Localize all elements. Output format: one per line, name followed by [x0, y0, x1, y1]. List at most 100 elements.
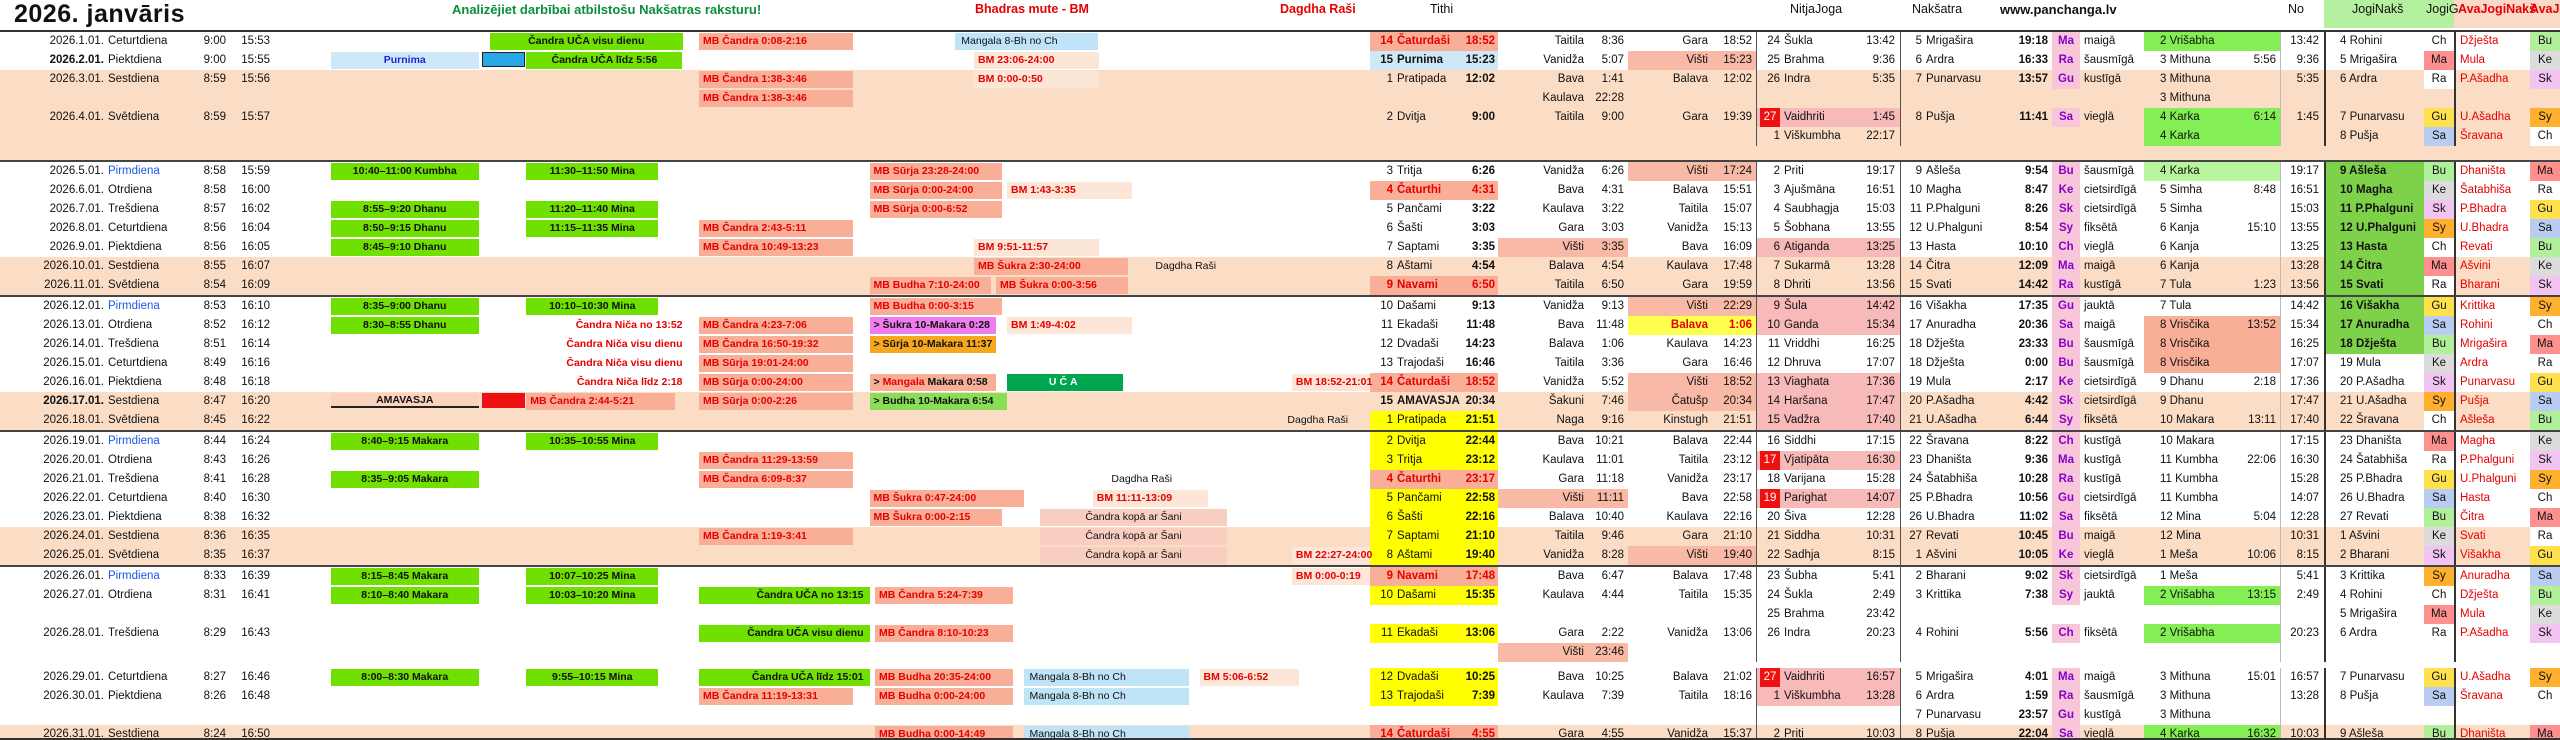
nitjajoga-cell: 26 Indra — [1756, 624, 1858, 643]
sunrise-cell: 8:45 — [203, 414, 226, 426]
events-strip: MB Šukra 0:00-2:15 Čandra kopā ar Šani — [270, 508, 1370, 527]
naksatra-number: 6 — [1915, 690, 1922, 702]
events-strip: MB Čandra 1:19-3:41 Čandra kopā ar Šani — [270, 527, 1370, 546]
sunrise-cell: 8:56 — [203, 241, 226, 253]
weekday-cell: Svētdiena — [108, 111, 160, 123]
karana2-name: Gara — [1682, 357, 1708, 369]
data-lines: 5 Pančami 22:58 Višti 11:11 Bava 22:58 19 Parigh… — [1370, 489, 2560, 508]
naksatra-column-label: Nakšatra — [1912, 2, 1963, 16]
karana1-time: 7:39 — [1601, 690, 1624, 702]
avajogi-graha-badge: Bu — [2530, 238, 2560, 257]
karana1-time: 10:40 — [1595, 511, 1624, 523]
event-chip: > Šukra 10-Makara 0:28 — [869, 317, 996, 334]
events-strip: 8:15–8:45 Makara 10:07–10:25 Mina BM 0:00-… — [270, 567, 1370, 586]
data-lines: 9 Navami 17:48 Bava 6:47 Balava 17:48 23 Šubha 5:… — [1370, 567, 2560, 586]
rasi-time — [2238, 257, 2280, 276]
naksatra-graha: Sk — [2052, 567, 2080, 586]
karana2-name — [1628, 89, 1712, 108]
naksatra-character: vieglā — [2084, 111, 2115, 123]
weekday-cell: Otrdiena — [108, 454, 153, 466]
data-lines: 12 Dvadaši 14:23 Balava 1:06 Kaulava 14:23 11 Vr… — [1370, 335, 2560, 354]
jogi-graha-badge: Sa — [2424, 687, 2454, 706]
no-time: 1:45 — [2280, 108, 2324, 127]
naksatra-graha: Ke — [2052, 373, 2080, 392]
nitjajoga-time: 16:57 — [1858, 668, 1900, 687]
avajogi-naksatra-name: Čitra — [2454, 508, 2530, 527]
event-chip: MB Čandra 1:38-3:46 — [699, 90, 853, 107]
jogi-naksatra-name: 24 Šatabhiša — [2324, 451, 2424, 470]
jogi-naksatra-name: 2 Bharani — [2324, 546, 2424, 565]
tithi-cell: 6 Šašti 3:03 — [1370, 219, 1498, 238]
karana1-name: Višti — [1498, 643, 1588, 662]
nitjajoga-name: Parighat — [1784, 492, 1827, 504]
rasi-name: 4 Karka — [2144, 108, 2238, 127]
no-time: 5:35 — [2280, 70, 2324, 89]
rasi-time: 15:10 — [2247, 222, 2276, 234]
karana2-time: 17:48 — [1723, 260, 1752, 272]
nitjajoga-time: 13:56 — [1866, 279, 1895, 291]
sunset-cell: 16:50 — [241, 728, 270, 740]
naksatra-graha: Bu — [2052, 162, 2080, 181]
event-chip: MB Čandra 11:29-13:59 — [699, 452, 853, 469]
naksatra-name: Svati — [1926, 279, 1952, 291]
nitjajoga-name: Atiganda — [1784, 241, 1830, 253]
sunset-cell: 16:32 — [241, 511, 270, 523]
tithi-number: 5 — [1386, 492, 1393, 504]
jogi-graha-badge: Ch — [2424, 411, 2454, 430]
sunset-cell: 16:37 — [241, 549, 270, 561]
tithi-number: 3 — [1386, 165, 1393, 177]
event-chip: Mangala 8-Bh no Ch — [1023, 726, 1189, 738]
event-chip: MB Čandra 1:19-3:41 — [699, 528, 853, 545]
nitjajoga-column-label: NitjaJoga — [1790, 2, 1843, 16]
sunset-cell: 16:10 — [241, 300, 270, 312]
rasi-name: 8 Vrisčika — [2144, 354, 2238, 373]
avajogi-naksatra-name: P.Bhadra — [2454, 200, 2530, 219]
karana2-time: 15:23 — [1712, 51, 1756, 70]
event-chip: MB Budha 0:00-24:00 — [875, 688, 1013, 705]
karana2-name: Kaulava — [1666, 260, 1708, 272]
data-line: 2 Dvitja 9:00 Taitila 9:00 Gara 19:39 27 Vaidhri… — [1370, 108, 2560, 127]
naksatra-number: 13 — [1909, 241, 1922, 253]
sunrise-cell: 8:29 — [203, 627, 226, 639]
tithi-number: 2 — [1386, 111, 1393, 123]
karana2-name: Balava — [1672, 671, 1708, 683]
day-row: 2026.12.01. Pirmdiena 8:53 16:10 8:35–9:00 D… — [0, 295, 2560, 316]
naksatra-cell: 20 P.Ašadha — [1900, 392, 2008, 411]
naksatra-character: vieglā — [2084, 728, 2115, 740]
data-line: 8 Aštami 4:54 Balava 4:54 Kaulava 17:48 7 Sukarm… — [1370, 257, 2560, 276]
avajogi-graha-badge: Ma — [2530, 335, 2560, 354]
day-row: 2026.3.01. Sestdiena 8:59 15:56 MB Čandra 1:… — [0, 70, 2560, 108]
nitjajoga-number: 1 — [1773, 690, 1780, 702]
event-chip: MB Sūrja 0:00-2:26 — [699, 393, 853, 410]
nitjajoga-time: 10:03 — [1866, 728, 1895, 740]
bhadras-mute-label: Bhadras mute - BM — [975, 2, 1089, 16]
jogi-naksatra-name: 5 Mrigašira — [2324, 51, 2424, 70]
karana2-time: 21:10 — [1723, 530, 1752, 542]
tithi-name: Navami — [1397, 279, 1438, 291]
naksatra-name: Ardra — [1926, 690, 1955, 702]
karana2-name: Balava — [1672, 73, 1708, 85]
date-cell: 2026.21.01. — [43, 473, 104, 485]
event-chip: 8:10–8:40 Makara — [330, 587, 479, 604]
karana1-name: Gara — [1558, 728, 1584, 740]
jogi-graha-badge: Ch — [2424, 238, 2454, 257]
avajogi-graha-badge: Sy — [2530, 108, 2560, 127]
events-strip: Čandra UČA visu dienu MB Čandra 0:08-2:16… — [270, 32, 1370, 51]
event-chip: 10:10–10:30 Mina — [526, 298, 659, 315]
dagdha-rasi-label: Dagdha Raši — [1280, 2, 1356, 16]
rasi-name: 8 Vrisčika — [2144, 335, 2238, 354]
event-chip: MB Šukra 0:00-3:56 — [996, 277, 1128, 294]
data-line: 5 Pančami 22:58 Višti 11:11 Bava 22:58 19 Parigh… — [1370, 489, 2560, 508]
naksatra-cell — [1900, 605, 2008, 624]
naksatra-name: Pušja — [1926, 111, 1955, 123]
nitjajoga-time — [1858, 706, 1900, 725]
tithi-name: Tritja — [1397, 454, 1423, 466]
day-row: 2026.9.01. Piektdiena 8:56 16:05 8:45–9:10 D… — [0, 238, 2560, 257]
avajogi-naksatra-name: P.Ašadha — [2454, 70, 2530, 89]
weekday-cell: Pirmdiena — [108, 165, 160, 177]
event-chip: BM 1:43-3:35 — [1007, 182, 1133, 199]
karana2-name: Vanidža — [1667, 473, 1708, 485]
data-line: 13 Trajodaši 7:39 Kaulava 7:39 Taitila 18:16 1 V… — [1370, 687, 2560, 706]
tithi-name — [1393, 127, 1495, 146]
naksatra-time: 14:42 — [2018, 279, 2048, 291]
